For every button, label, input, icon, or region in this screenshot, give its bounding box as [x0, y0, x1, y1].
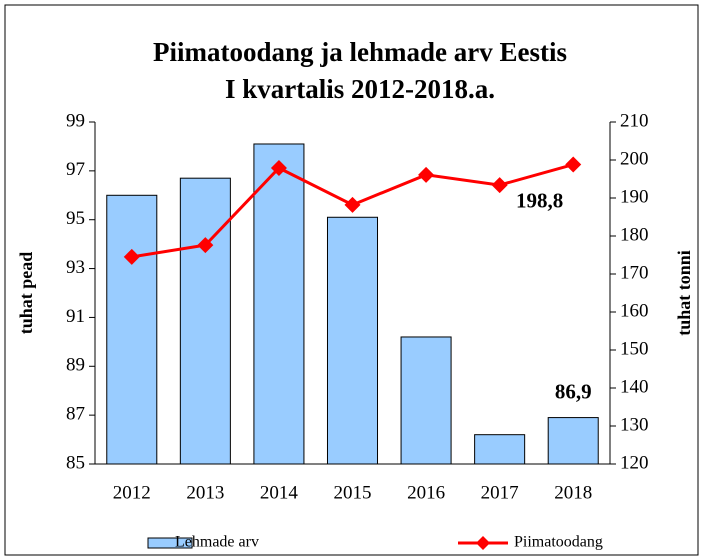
y2-tick-label: 210	[620, 110, 649, 131]
line-marker	[491, 177, 508, 194]
x-tick-label: 2016	[407, 482, 445, 503]
data-label: 86,9	[555, 379, 592, 403]
x-tick-label: 2012	[113, 482, 151, 503]
y2-tick-label: 130	[620, 414, 649, 435]
y2-tick-label: 140	[620, 376, 649, 397]
y-tick-label: 89	[66, 355, 85, 376]
y-axis-label: tuhat pead	[16, 252, 36, 335]
bar	[326, 216, 379, 465]
y2-axis-label: tuhat tonni	[674, 250, 694, 336]
legend-label: Lehmade arv	[175, 534, 259, 551]
x-tick-label: 2014	[260, 482, 299, 503]
chart-title: I kvartalis 2012-2018.a.	[225, 74, 495, 104]
y-tick-label: 93	[66, 257, 85, 278]
x-tick-label: 2018	[554, 482, 592, 503]
bar	[179, 177, 231, 465]
y-tick-label: 95	[66, 208, 85, 229]
y-tick-label: 99	[66, 110, 85, 131]
y-tick-label: 91	[66, 306, 85, 327]
line-marker	[123, 248, 140, 265]
y2-tick-label: 150	[620, 338, 649, 359]
y-tick-label: 87	[66, 404, 85, 425]
legend-label: Piimatoodang	[514, 534, 603, 551]
y2-tick-label: 160	[620, 300, 649, 321]
bar	[474, 434, 526, 465]
line-marker	[270, 159, 287, 176]
x-tick-label: 2013	[186, 482, 224, 503]
bar	[253, 143, 305, 465]
x-tick-label: 2015	[334, 482, 372, 503]
line-marker	[344, 196, 361, 213]
bar	[106, 194, 158, 465]
y2-tick-label: 170	[620, 262, 649, 283]
y-tick-label: 85	[66, 452, 85, 473]
line-marker	[418, 166, 435, 183]
y2-tick-label: 200	[620, 148, 649, 169]
legend-swatch	[147, 537, 193, 549]
chart-title: Piimatoodang ja lehmade arv Eestis	[153, 37, 567, 67]
y-tick-label: 97	[66, 159, 85, 180]
bar	[547, 417, 599, 465]
line-marker	[565, 156, 582, 173]
y2-tick-label: 120	[620, 452, 649, 473]
y2-tick-label: 180	[620, 224, 649, 245]
legend-marker	[476, 536, 490, 550]
line-marker	[197, 237, 214, 254]
bar	[400, 336, 452, 465]
x-tick-label: 2017	[481, 482, 519, 503]
data-label: 198,8	[516, 188, 563, 212]
y2-tick-label: 190	[620, 186, 649, 207]
